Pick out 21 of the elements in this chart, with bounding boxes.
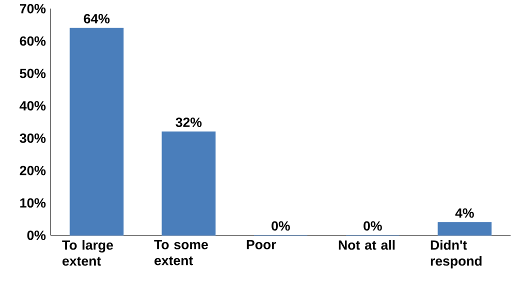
- y-tick-label: 0%: [27, 230, 46, 240]
- x-tick-label: To large extent: [62, 240, 113, 266]
- x-tick-label: Not at all: [338, 240, 395, 250]
- y-tick-label: 40%: [20, 101, 46, 111]
- y-tick-label: 60%: [20, 36, 46, 46]
- y-tick-label: 30%: [20, 133, 46, 143]
- bar: [438, 222, 492, 236]
- y-tick-label: 70%: [20, 4, 46, 14]
- data-label: 0%: [364, 221, 382, 231]
- bar: [162, 131, 216, 236]
- y-tick-label: 10%: [20, 198, 46, 208]
- x-tick-label: Poor: [246, 240, 276, 250]
- y-tick-label: 20%: [20, 166, 46, 176]
- x-tick-label: Didn't respond: [430, 240, 482, 268]
- bar: [70, 28, 124, 236]
- data-label: 4%: [455, 208, 474, 218]
- data-label: 32%: [176, 118, 202, 128]
- y-tick-label: 50%: [20, 68, 46, 78]
- data-label: 64%: [84, 14, 110, 24]
- x-tick-label: To some extent: [154, 240, 208, 266]
- data-label: 0%: [272, 221, 290, 231]
